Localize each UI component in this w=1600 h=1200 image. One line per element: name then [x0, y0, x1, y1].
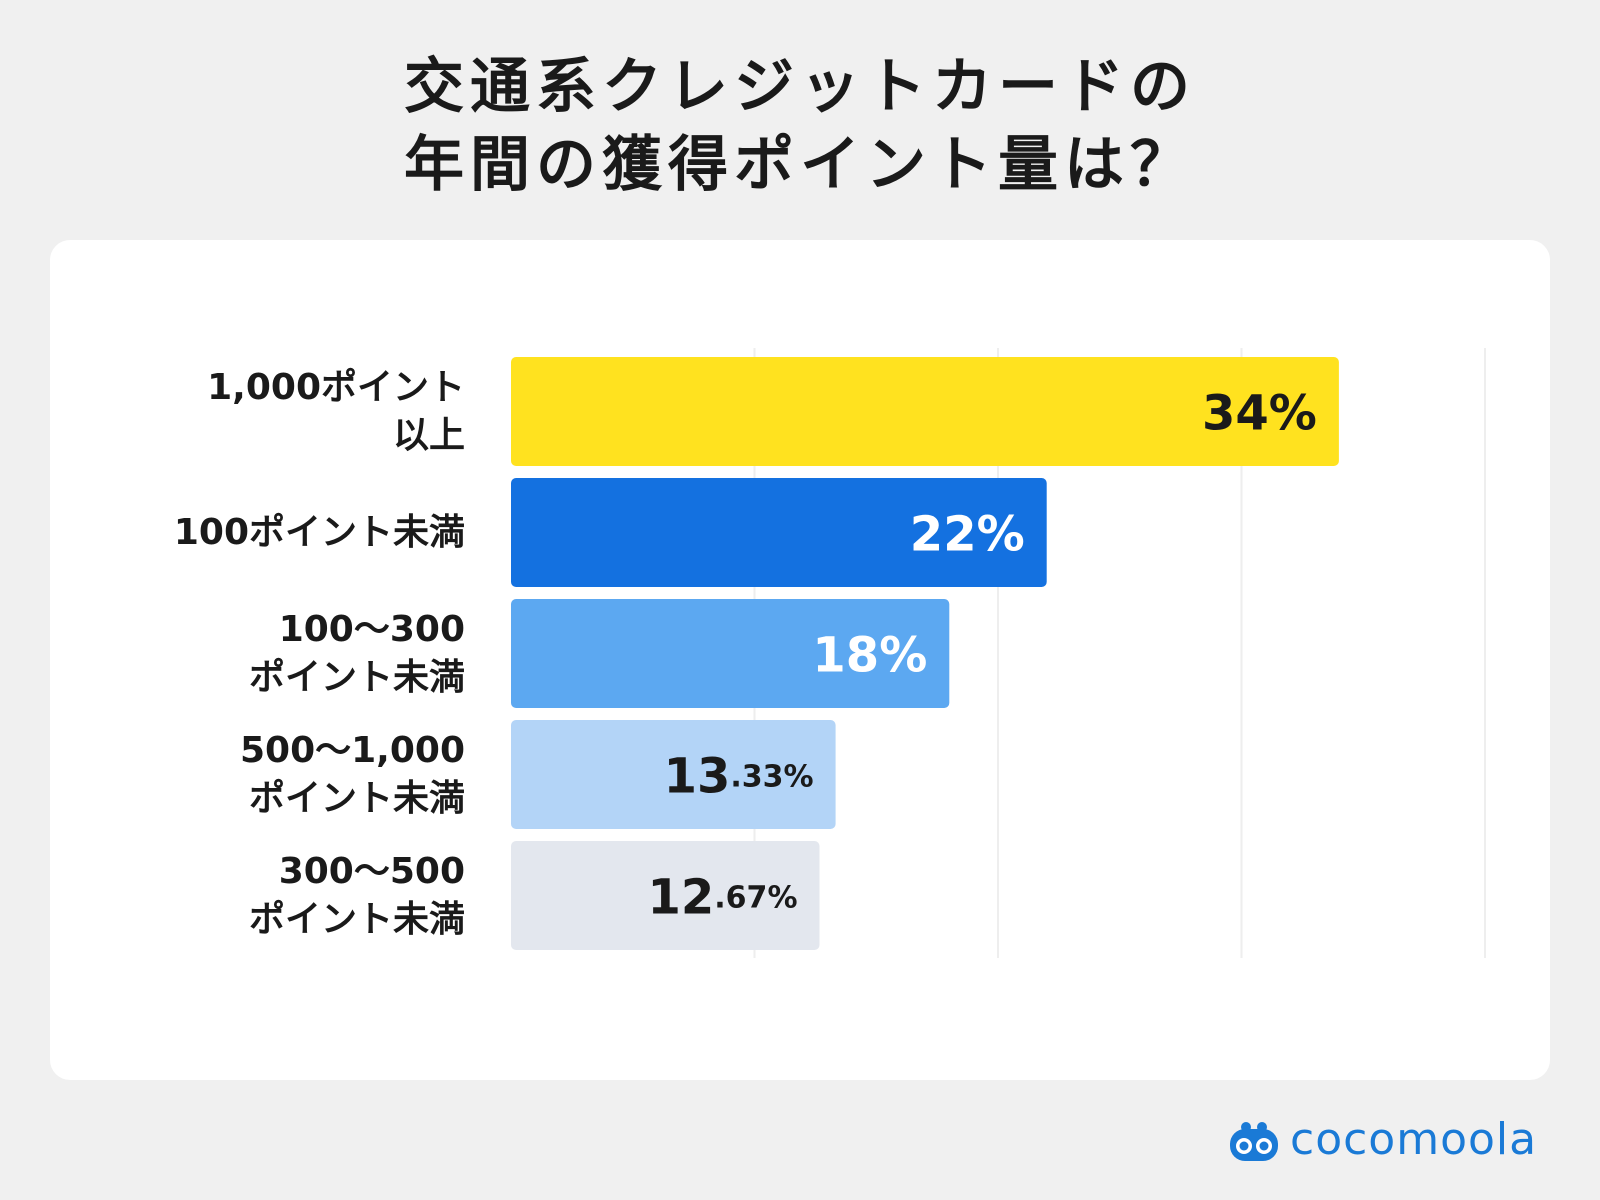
- category-label: 1,000ポイント: [207, 366, 465, 408]
- chart-title-line-1: 交通系クレジットカードの: [404, 52, 1196, 122]
- category-label: ポイント未満: [249, 656, 465, 698]
- value-label: 12.67%: [647, 870, 797, 926]
- category-label: 以上: [393, 415, 465, 456]
- bar: [511, 720, 836, 829]
- brand-logo: cocomoola: [1226, 1112, 1537, 1168]
- bar: [511, 478, 1047, 587]
- bar: [511, 599, 950, 708]
- logo-text: cocomoola: [1290, 1114, 1538, 1165]
- value-label: 18%: [812, 628, 927, 684]
- category-label: 100ポイント未満: [174, 511, 465, 553]
- value-label: 22%: [910, 507, 1025, 563]
- cocomoola-logo-icon: [1230, 1122, 1278, 1161]
- chart-title: 交通系クレジットカードの 年間の獲得ポイント量は？: [0, 48, 1600, 204]
- category-label: ポイント未満: [249, 777, 465, 819]
- category-label: 100〜300: [279, 609, 465, 650]
- value-label: 13.33%: [664, 749, 814, 805]
- value-label: 34%: [1202, 386, 1317, 442]
- category-label: ポイント未満: [249, 898, 465, 940]
- bar: [511, 841, 820, 950]
- chart-title-line-2: 年間の獲得ポイント量は？: [404, 130, 1196, 200]
- chart-card: 1,000ポイント以上 34% 100ポイント未満 22% 100〜300 ポイント未満 1…: [50, 240, 1550, 1080]
- bar: [511, 357, 1339, 466]
- category-label: 300〜500: [279, 851, 465, 892]
- category-label: 500〜1,000: [240, 730, 465, 771]
